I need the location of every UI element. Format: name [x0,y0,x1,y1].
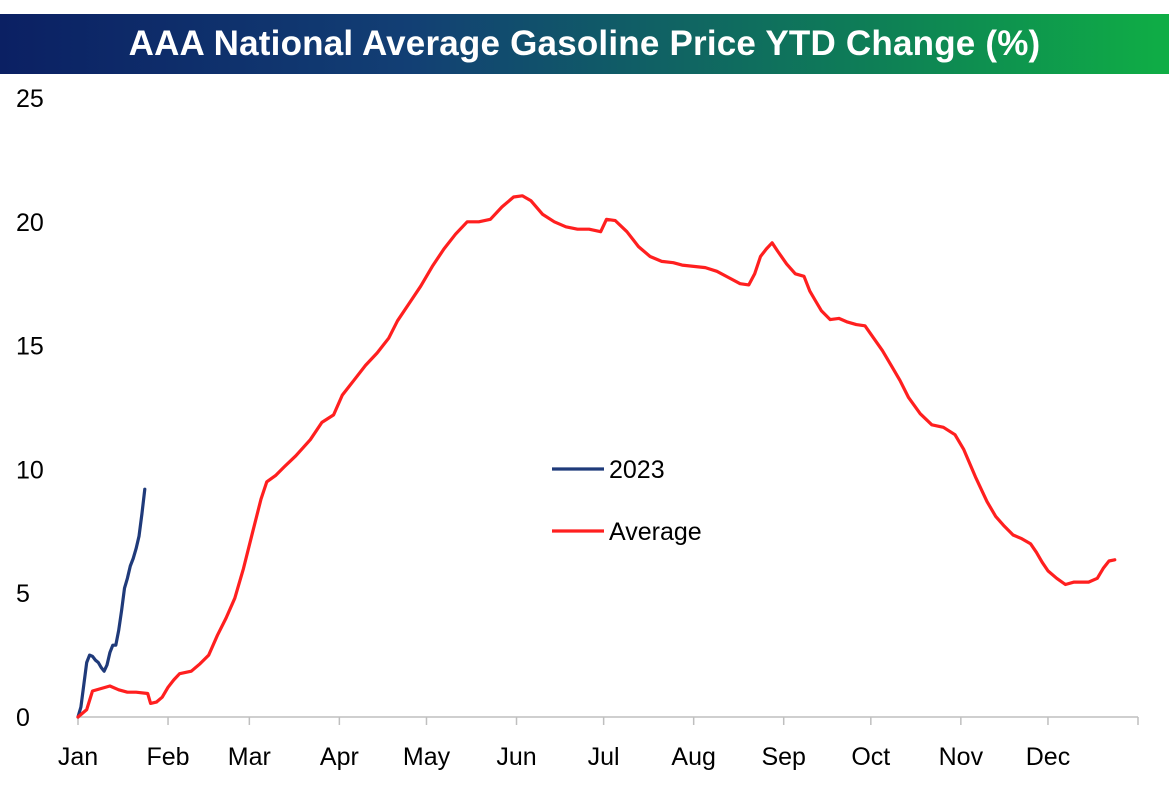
legend-label-average: Average [609,518,702,546]
y-tick-label: 25 [16,85,44,113]
x-tick-label: Mar [228,743,271,771]
chart-title: AAA National Average Gasoline Price YTD … [128,24,1041,63]
x-tick-label: May [403,743,451,771]
x-tick-label: Sep [761,743,805,771]
y-tick-label: 10 [16,456,44,484]
x-tick-label: Dec [1026,743,1070,771]
series-line-average [76,194,1117,719]
x-tick-label: Oct [851,743,890,771]
x-tick-label: Nov [939,743,984,771]
y-tick-label: 0 [16,704,30,732]
x-tick-label: Apr [320,743,359,771]
x-tick-label: Jan [58,743,98,771]
x-tick-label: Feb [146,743,189,771]
y-tick-label: 15 [16,333,44,361]
series-line-2023 [76,487,147,719]
x-tick-label: Aug [671,743,715,771]
legend-label-2023: 2023 [609,456,665,484]
x-tick-label: Jul [588,743,620,771]
y-tick-label: 5 [16,580,30,608]
y-tick-label: 20 [16,209,44,237]
chart-title-bar: AAA National Average Gasoline Price YTD … [0,14,1169,74]
x-tick-label: Jun [496,743,536,771]
